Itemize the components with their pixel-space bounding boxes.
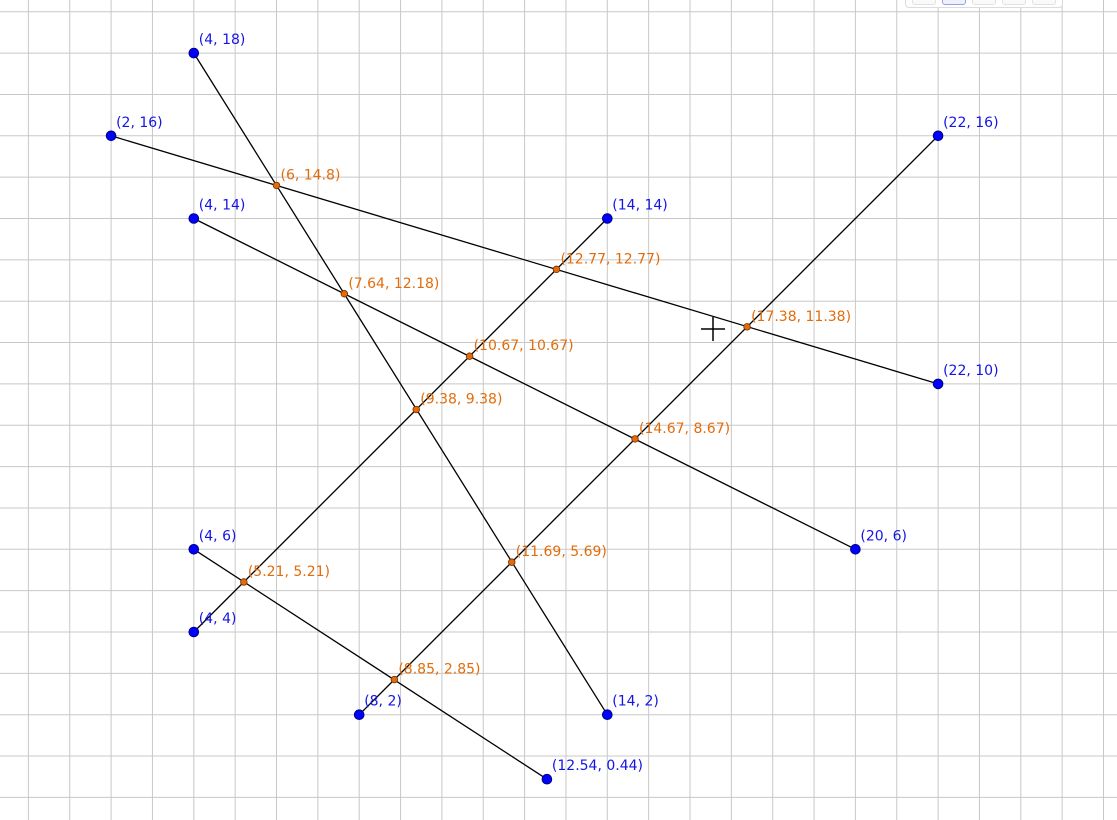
intersection-point[interactable]: [412, 405, 420, 414]
intersection-point-label: (6, 14.8): [281, 167, 341, 183]
free-point[interactable]: [850, 544, 861, 555]
segment-J-E[interactable]: [358, 135, 939, 716]
style-toolbar: [905, 0, 1063, 8]
crosshair-cursor-icon: [701, 317, 725, 341]
style-button-1[interactable]: [912, 0, 936, 5]
style-button-4[interactable]: [1002, 0, 1026, 5]
intersection-point-label: (12.77, 12.77): [560, 251, 660, 267]
free-point-label: (4, 6): [199, 528, 237, 544]
intersection-point-label: (8.85, 2.85): [398, 662, 480, 678]
free-point[interactable]: [188, 213, 200, 224]
intersection-point-label: (7.64, 12.18): [348, 276, 439, 292]
points: [105, 47, 944, 785]
free-point[interactable]: [541, 773, 553, 785]
free-point[interactable]: [188, 47, 200, 59]
free-point[interactable]: [602, 213, 613, 224]
intersection-point[interactable]: [390, 675, 399, 684]
intersection-point[interactable]: [508, 558, 516, 566]
free-point[interactable]: [188, 626, 200, 638]
intersection-point[interactable]: [631, 435, 639, 443]
point-labels: (4, 18) (2, 16) (4, 14) (14, 14) (22, 16) (22…: [116, 32, 998, 774]
free-point-label: (4, 14): [199, 198, 246, 214]
free-point-label: (20, 6): [860, 528, 907, 544]
intersection-point-label: (10.67, 10.67): [474, 338, 574, 354]
segments: [110, 52, 939, 780]
intersection-point[interactable]: [240, 578, 248, 586]
free-point[interactable]: [932, 130, 944, 142]
free-point[interactable]: [188, 544, 200, 555]
segment-I-D[interactable]: [193, 218, 608, 633]
style-button-2[interactable]: [942, 0, 966, 5]
free-point[interactable]: [602, 709, 613, 721]
intersection-point[interactable]: [743, 323, 751, 331]
style-button-3[interactable]: [972, 0, 996, 5]
intersection-point-label: (17.38, 11.38): [751, 309, 851, 325]
free-point[interactable]: [105, 130, 117, 142]
intersection-point[interactable]: [272, 181, 281, 190]
free-point-label: (14, 14): [612, 198, 667, 214]
intersection-point-label: (14.67, 8.67): [639, 421, 730, 437]
intersection-point[interactable]: [340, 290, 349, 298]
free-point-label: (4, 18): [199, 32, 246, 48]
segment-C-G[interactable]: [193, 217, 856, 550]
intersection-point[interactable]: [552, 265, 561, 274]
free-point-label: (14, 2): [612, 694, 659, 710]
free-point-label: (4, 4): [199, 611, 237, 627]
style-button-5[interactable]: [1032, 0, 1056, 5]
free-point-label: (22, 16): [943, 115, 998, 131]
free-point-label: (8, 2): [364, 694, 402, 710]
free-point-label: (12.54, 0.44): [552, 758, 643, 774]
segment-A-K[interactable]: [193, 52, 608, 716]
intersection-point[interactable]: [465, 352, 474, 360]
free-point[interactable]: [353, 709, 365, 721]
intersection-point-label: (11.69, 5.69): [516, 544, 607, 560]
segment-B-F[interactable]: [110, 135, 939, 385]
free-point-label: (2, 16): [116, 115, 163, 131]
segment-H-L[interactable]: [193, 548, 548, 780]
free-point-label: (22, 10): [943, 363, 998, 379]
free-point[interactable]: [932, 378, 944, 390]
intersection-point-label: (5.21, 5.21): [248, 564, 330, 580]
intersection-point-label: (9.38, 9.38): [420, 392, 502, 408]
